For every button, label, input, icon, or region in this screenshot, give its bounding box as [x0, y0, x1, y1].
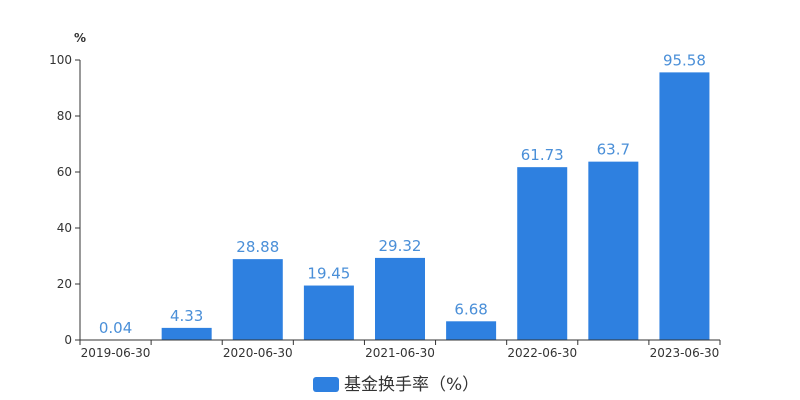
- bar-value-label: 61.73: [521, 146, 564, 164]
- x-tick-label: 2019-06-30: [81, 346, 151, 360]
- bar[interactable]: [232, 259, 283, 340]
- bars: [90, 72, 710, 340]
- y-tick-label: 40: [57, 221, 72, 235]
- bar-value-label: 0.04: [99, 319, 132, 337]
- y-axis-unit-label: %: [74, 31, 86, 45]
- y-axis: 0 20 40 60 80 100: [49, 53, 81, 347]
- legend-label[interactable]: 基金换手率（%）: [344, 375, 479, 395]
- x-tick-label: 2021-06-30: [365, 346, 435, 360]
- bar-value-label: 28.88: [236, 238, 279, 256]
- x-axis: 2019-06-30 2020-06-30 2021-06-30 2022-06-30…: [79, 339, 721, 360]
- bar[interactable]: [161, 327, 212, 340]
- bar[interactable]: [375, 257, 425, 340]
- bar[interactable]: [659, 72, 710, 340]
- bar-value-label: 19.45: [307, 265, 350, 283]
- bar-value-label: 4.33: [170, 307, 203, 325]
- legend[interactable]: 基金换手率（%）: [313, 375, 479, 395]
- bar[interactable]: [303, 285, 354, 340]
- data-labels: 0.04 4.33 28.88 19.45 29.32 6.68 61.73 63.7 95.5…: [99, 51, 706, 337]
- y-tick-label: 20: [57, 277, 72, 291]
- bar[interactable]: [517, 167, 568, 340]
- bar-value-label: 95.58: [663, 51, 706, 69]
- y-tick-label: 0: [64, 333, 72, 347]
- bar[interactable]: [446, 321, 497, 340]
- x-tick-label: 2023-06-30: [650, 346, 720, 360]
- y-tick-label: 100: [49, 53, 72, 67]
- legend-swatch[interactable]: [313, 377, 339, 392]
- x-tick-label: 2020-06-30: [223, 346, 293, 360]
- bar-value-label: 63.7: [597, 141, 630, 159]
- x-tick-label: 2022-06-30: [507, 346, 577, 360]
- bar-value-label: 6.68: [454, 300, 487, 318]
- y-tick-label: 80: [57, 109, 72, 123]
- bar[interactable]: [588, 161, 639, 340]
- y-tick-label: 60: [57, 165, 72, 179]
- bar-value-label: 29.32: [379, 237, 422, 255]
